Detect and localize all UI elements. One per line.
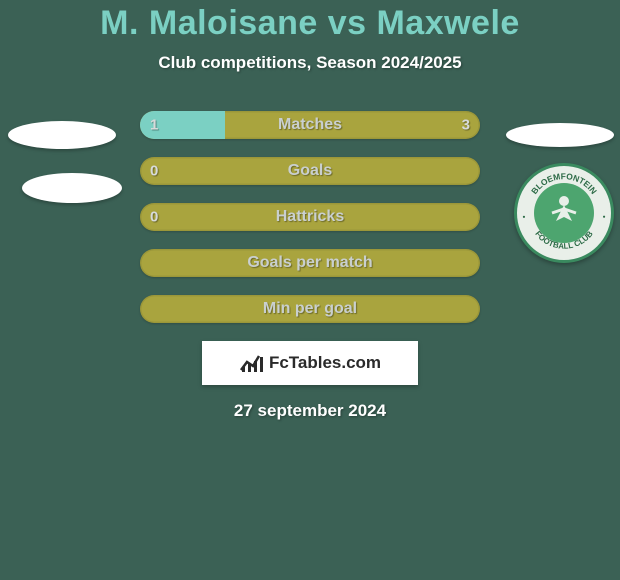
svg-text:•: • (519, 215, 528, 218)
fctables-icon (239, 352, 265, 374)
svg-text:•: • (600, 215, 609, 218)
stat-bar: Goals per match (140, 249, 480, 277)
stat-bar: Min per goal (140, 295, 480, 323)
footer-date: 27 september 2024 (0, 401, 620, 421)
logo-left-oval (8, 121, 116, 149)
bar-label: Goals (140, 162, 480, 180)
comparison-bars: Matches13Goals0Hattricks0Goals per match… (140, 111, 480, 323)
stat-bar: Matches13 (140, 111, 480, 139)
crest-icon: BLOEMFONTEIN FOOTBALL CLUB • • (514, 163, 614, 263)
bar-value-left: 1 (150, 117, 158, 134)
source-logo-text: FcTables.com (269, 353, 381, 373)
source-logo: FcTables.com (202, 341, 418, 385)
svg-text:BLOEMFONTEIN: BLOEMFONTEIN (529, 171, 599, 196)
bar-value-left: 0 (150, 209, 158, 226)
bar-value-right: 3 (462, 117, 470, 134)
bar-label: Goals per match (140, 254, 480, 272)
svg-text:FOOTBALL CLUB: FOOTBALL CLUB (533, 229, 595, 251)
team-logo-right: BLOEMFONTEIN FOOTBALL CLUB • • (508, 111, 618, 221)
subtitle: Club competitions, Season 2024/2025 (0, 53, 620, 73)
chart-area: BLOEMFONTEIN FOOTBALL CLUB • • Matches13… (0, 111, 620, 421)
logo-left-oval (22, 173, 122, 203)
bar-label: Hattricks (140, 208, 480, 226)
stat-bar: Hattricks0 (140, 203, 480, 231)
crest-text-icon: BLOEMFONTEIN FOOTBALL CLUB • • (517, 166, 611, 260)
comparison-card: M. Maloisane vs Maxwele Club competition… (0, 0, 620, 580)
team-logo-left (2, 111, 112, 221)
bar-label: Min per goal (140, 300, 480, 318)
logo-right-oval (506, 123, 614, 147)
stat-bar: Goals0 (140, 157, 480, 185)
bar-value-left: 0 (150, 163, 158, 180)
page-title: M. Maloisane vs Maxwele (0, 4, 620, 43)
